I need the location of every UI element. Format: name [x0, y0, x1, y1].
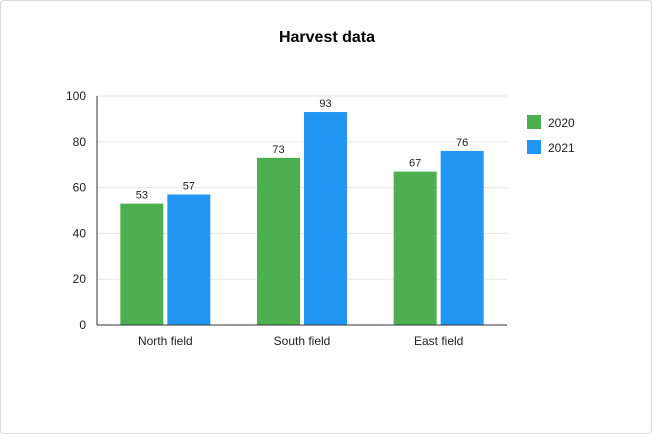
y-tick-label: 40: [73, 226, 87, 240]
bars: [120, 112, 484, 325]
bar-2021-east-field: [440, 150, 484, 325]
y-tick-label: 20: [73, 272, 87, 286]
x-tick-label: North field: [138, 334, 193, 348]
y-tick-label: 0: [79, 318, 86, 332]
y-tick-label: 80: [73, 135, 87, 149]
data-label: 73: [272, 144, 284, 156]
x-tick-label: East field: [414, 334, 463, 348]
y-tick-label: 60: [73, 181, 87, 195]
data-label: 53: [136, 190, 148, 202]
legend-swatch-2021: [527, 140, 541, 154]
bar-2020-east-field: [393, 171, 437, 325]
legend-swatch-2020: [527, 115, 541, 129]
data-labels: 53 57 73 93 67 76: [136, 98, 469, 202]
chart-title: Harvest data: [279, 29, 375, 46]
y-tick-label: 100: [66, 89, 86, 103]
x-tick-label: South field: [274, 334, 331, 348]
y-axis-ticks: 0 20 40 60 80 100: [66, 89, 86, 332]
data-label: 57: [183, 180, 195, 192]
bar-2020-north-field: [120, 203, 164, 325]
data-label: 76: [456, 137, 468, 149]
axes: [96, 96, 507, 326]
bar-2020-south-field: [257, 157, 300, 325]
x-axis-ticks: North field South field East field: [138, 334, 463, 348]
data-label: 67: [409, 158, 421, 170]
data-label: 93: [319, 98, 331, 110]
bar-2021-north-field: [167, 194, 211, 325]
legend-label: 2021: [548, 141, 575, 155]
bar-2021-south-field: [304, 112, 347, 325]
legend: 2020 2021: [527, 115, 575, 155]
legend-label: 2020: [548, 116, 575, 130]
gridlines: [97, 95, 507, 280]
